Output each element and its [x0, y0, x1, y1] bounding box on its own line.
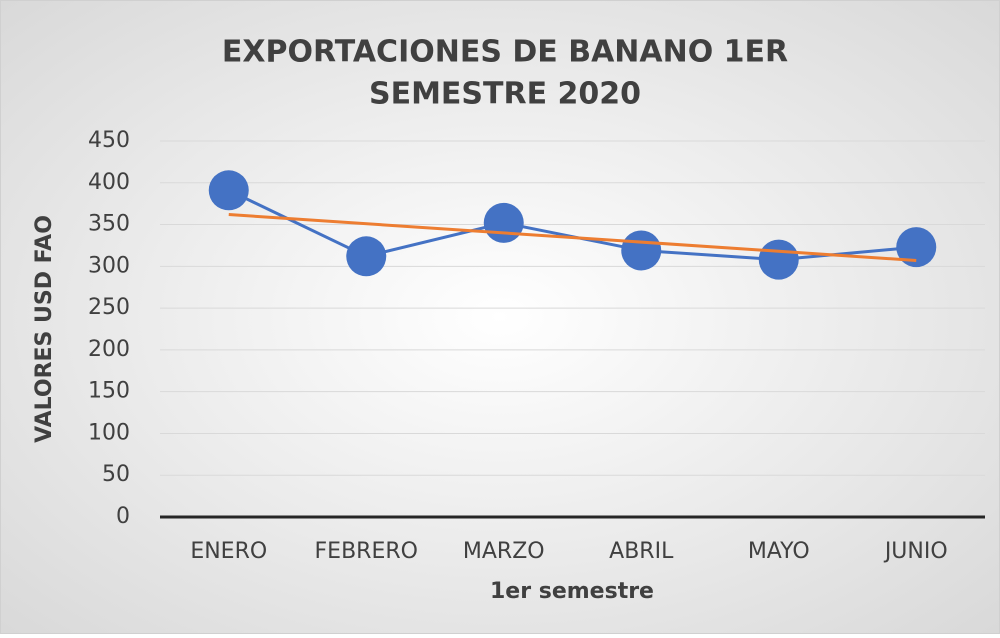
data-point	[758, 239, 799, 280]
chart-title: EXPORTACIONES DE BANANO 1ER	[222, 35, 788, 70]
y-tick-label: 200	[88, 337, 130, 362]
x-tick-label: JUNIO	[883, 539, 948, 564]
y-tick-label: 100	[88, 420, 130, 445]
y-tick-label: 0	[116, 504, 130, 529]
x-tick-label: ENERO	[190, 539, 267, 564]
x-tick-label: MARZO	[463, 539, 545, 564]
data-point	[621, 230, 662, 271]
y-tick-label: 50	[102, 462, 130, 487]
x-tick-label: ABRIL	[609, 539, 674, 564]
y-tick-label: 400	[88, 170, 130, 195]
y-tick-label: 450	[88, 128, 130, 153]
trendline	[228, 213, 917, 262]
y-tick-label: 300	[88, 253, 130, 278]
y-tick-label: 350	[88, 212, 130, 237]
x-axis-title: 1er semestre	[490, 579, 654, 604]
y-tick-label: 150	[88, 379, 130, 404]
chart-title: SEMESTRE 2020	[369, 77, 641, 112]
data-point	[208, 170, 249, 211]
x-tick-label: FEBRERO	[315, 539, 418, 564]
y-tick-label: 250	[88, 295, 130, 320]
y-axis-title: VALORES USD FAO	[32, 215, 57, 443]
data-point	[483, 202, 524, 243]
data-point	[896, 227, 937, 268]
data-point	[346, 236, 387, 277]
x-tick-label: MAYO	[748, 539, 810, 564]
